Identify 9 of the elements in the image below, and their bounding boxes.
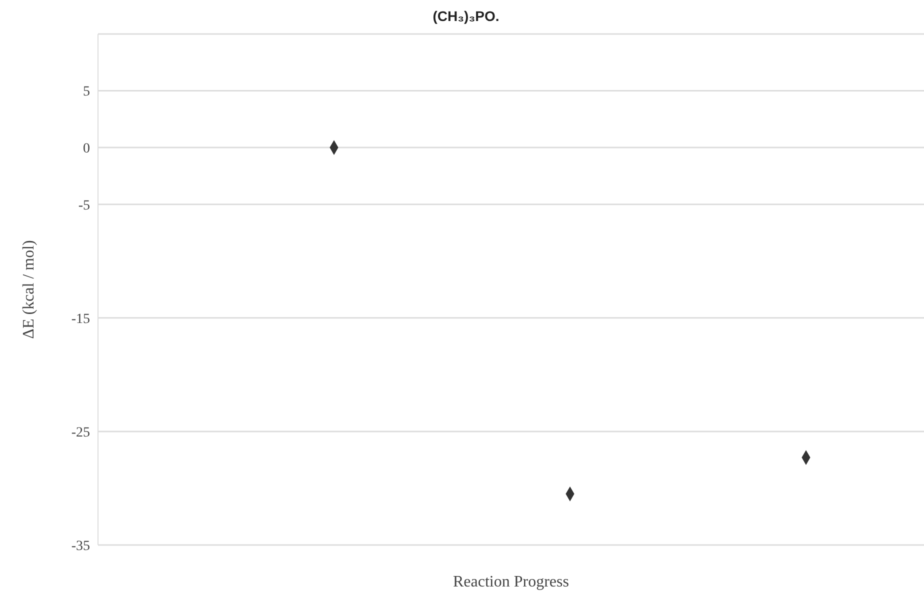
y-axis-title: ΔE (kcal / mol) [20,240,38,339]
y-tick-label: -15 [71,312,90,327]
y-tick-label: 5 [83,84,90,100]
chart-title: (CH₃)₃PO. [432,8,500,24]
y-tick-label: -35 [71,538,90,554]
y-tick-label: -5 [78,198,90,214]
x-axis-title: Reaction Progress [453,573,569,590]
y-tick-label: -25 [71,425,90,440]
y-tick-label: 0 [83,142,90,157]
